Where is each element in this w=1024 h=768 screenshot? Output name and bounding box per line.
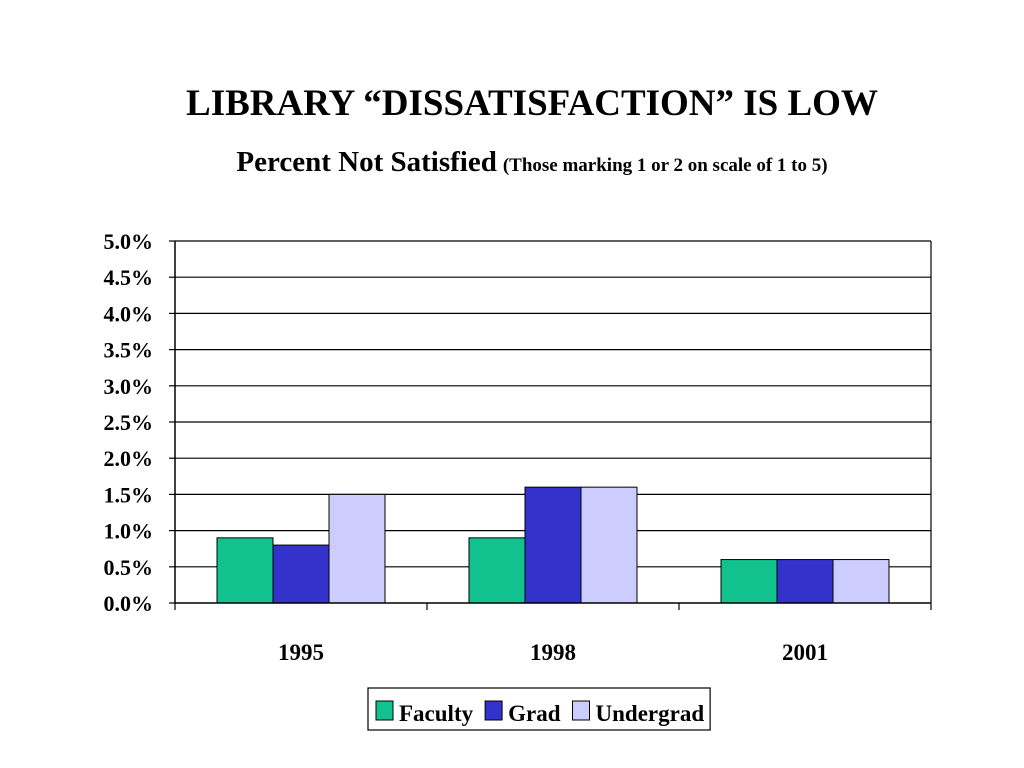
y-tick-label: 5.0% bbox=[104, 229, 154, 254]
bar-faculty-1998 bbox=[468, 537, 526, 604]
legend-swatch-grad bbox=[484, 700, 503, 721]
bar-grad-2001 bbox=[776, 559, 834, 604]
chart-subtitle: Percent Not Satisfied (Those marking 1 or… bbox=[0, 146, 1024, 179]
x-tick-label: 1995 bbox=[278, 640, 324, 665]
y-tick-label: 4.5% bbox=[104, 265, 154, 290]
bar-faculty-2001 bbox=[720, 559, 778, 604]
subtitle-main: Percent Not Satisfied bbox=[236, 146, 497, 178]
bar-grad-1998 bbox=[524, 486, 582, 604]
axes: 0.0% 0.5% 1.0% 1.5% 2.0% 2.5% 3.0% 3.5% 4.0% 4.5%… bbox=[104, 229, 932, 665]
legend-swatch-undergrad bbox=[572, 700, 590, 721]
y-tick-label: 2.5% bbox=[104, 410, 154, 435]
y-tick-label: 0.0% bbox=[104, 591, 154, 616]
bars bbox=[216, 486, 890, 604]
bar-undergrad-1995 bbox=[328, 493, 386, 604]
y-tick-label: 2.0% bbox=[104, 446, 154, 471]
x-tick-label: 1998 bbox=[530, 640, 576, 665]
y-tick-label: 1.0% bbox=[104, 519, 154, 544]
x-tick-label: 2001 bbox=[782, 640, 828, 665]
bar-undergrad-1998 bbox=[580, 486, 638, 604]
bar-undergrad-2001 bbox=[832, 559, 890, 604]
y-tick-label: 1.5% bbox=[104, 482, 154, 507]
y-tick-label: 4.0% bbox=[104, 301, 154, 326]
chart-title: LIBRARY “DISSATISFACTION” IS LOW bbox=[186, 83, 878, 124]
legend-label-faculty: Faculty bbox=[399, 701, 474, 726]
subtitle-note: (Those marking 1 or 2 on scale of 1 to 5… bbox=[502, 155, 828, 176]
y-tick-label: 3.5% bbox=[104, 338, 154, 363]
bar-faculty-1995 bbox=[216, 537, 274, 604]
legend-label-undergrad: Undergrad bbox=[596, 701, 705, 726]
legend: Faculty Grad Undergrad bbox=[367, 687, 711, 731]
legend-label-grad: Grad bbox=[508, 701, 561, 726]
y-tick-label: 0.5% bbox=[104, 555, 154, 580]
bar-grad-1995 bbox=[272, 544, 330, 604]
legend-box bbox=[367, 687, 711, 731]
y-tick-label: 3.0% bbox=[104, 374, 154, 399]
legend-swatch-faculty bbox=[375, 700, 394, 721]
